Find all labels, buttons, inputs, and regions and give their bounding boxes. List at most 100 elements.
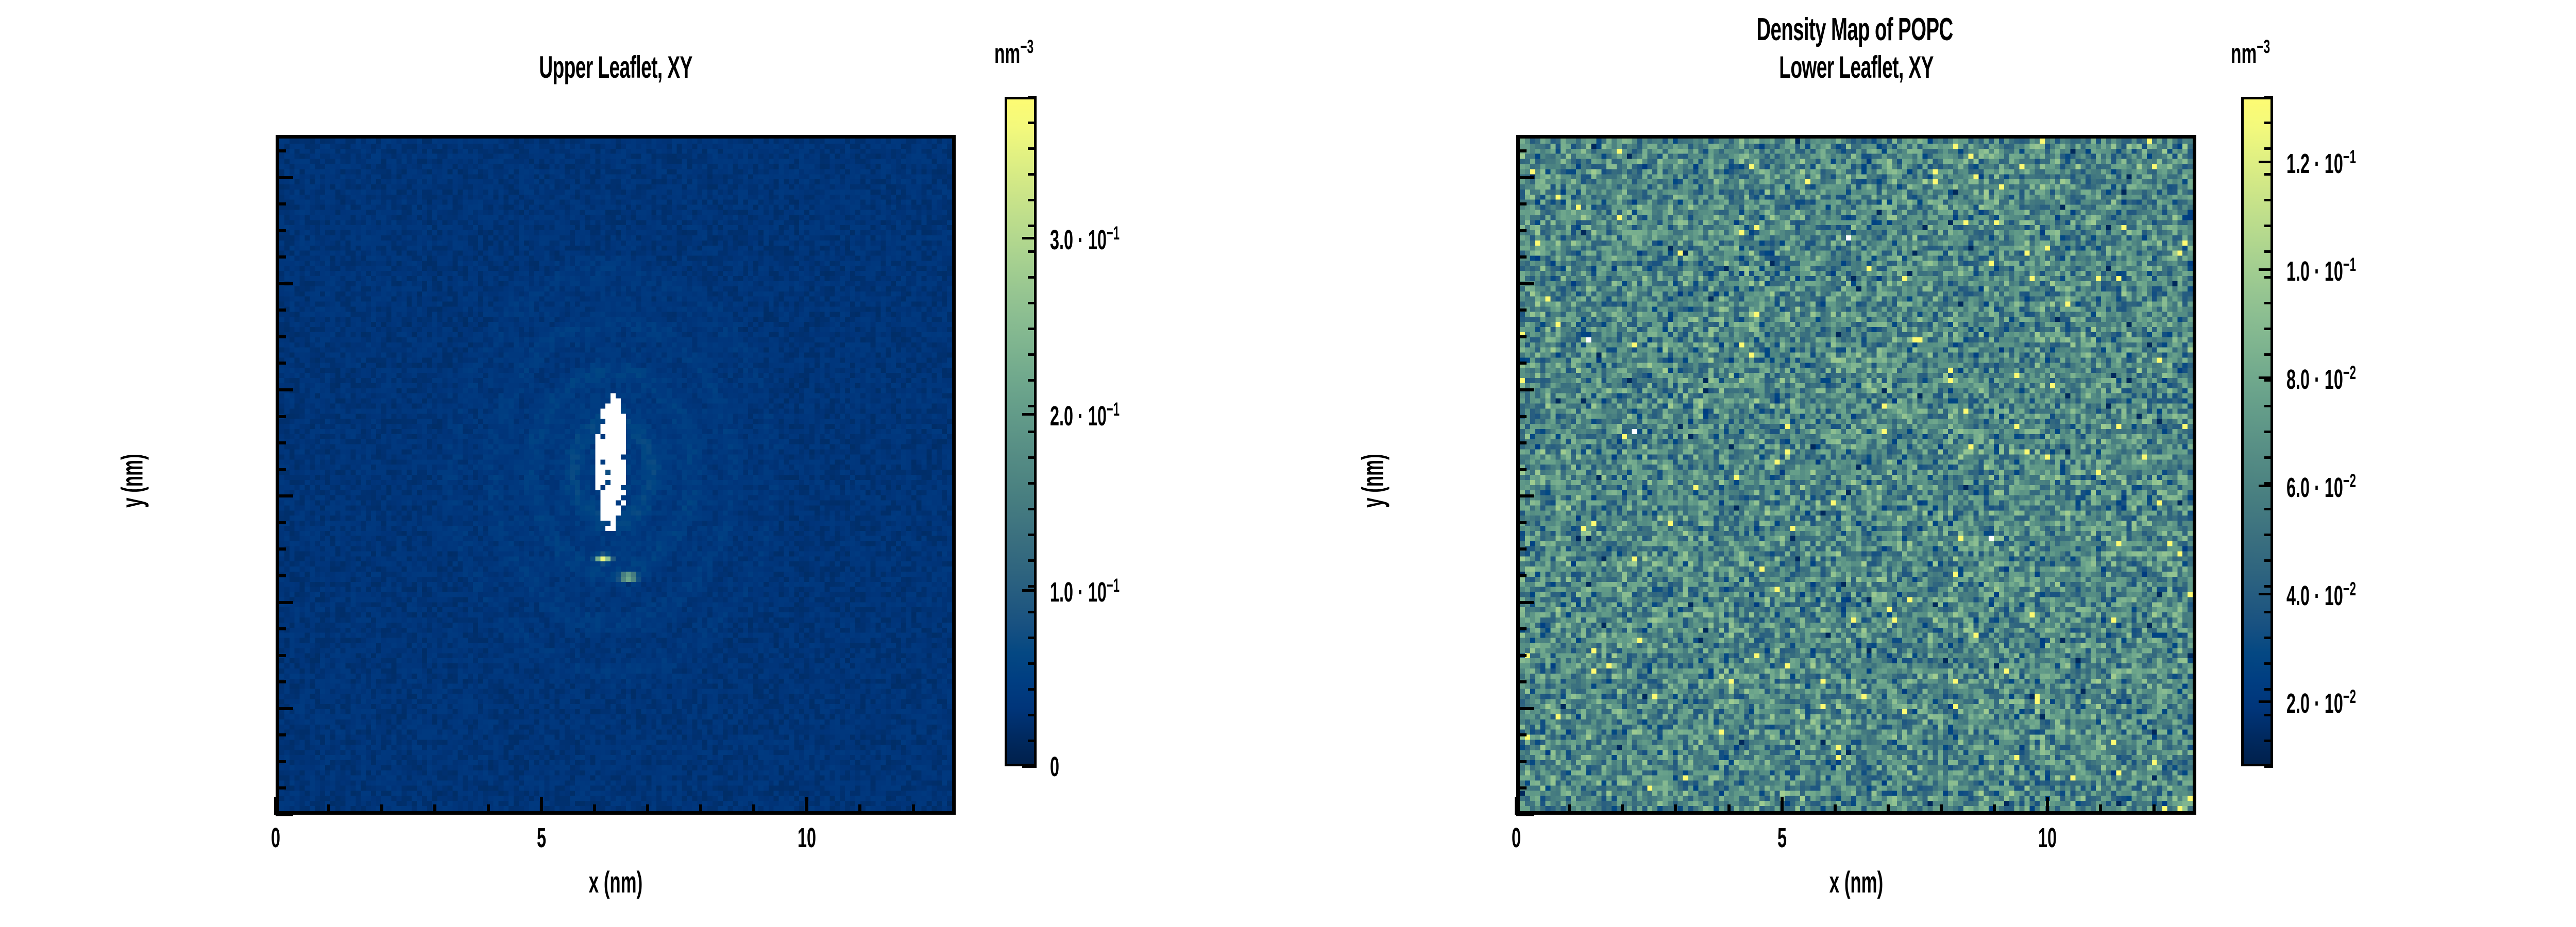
y-tick-minor [1516,229,1527,232]
colorbar-tick-minor [1028,328,1037,330]
x-tick-minor [858,804,862,815]
y-tick-minor [276,760,286,763]
y-tick-major [1516,176,1534,179]
y-tick-major [276,176,293,179]
y-tick-minor [1516,308,1527,312]
x-tick-major [2046,797,2049,815]
colorbar-tick-minor [1028,688,1037,691]
x-tick-label: 10 [2038,822,2057,853]
x-tick-minor [592,804,596,815]
y-tick-minor [276,547,286,551]
x-tick-minor [1940,804,1943,815]
colorbar-tick-minor [2264,276,2273,279]
colorbar-tick-minor [1028,431,1037,433]
heatmap-lower-leaflet[interactable] [1516,135,2196,815]
panel-title-upper: Upper Leaflet, XY [539,50,692,84]
colorbar-tick-label: 8.0 · 10−2 [2286,362,2356,396]
colorbar-tick-minor [2264,740,2273,742]
x-tick-minor [433,804,437,815]
colorbar-tick-minor [1028,225,1037,227]
y-tick-major [276,388,293,391]
colorbar-tick-minor [2264,173,2273,176]
y-tick-major [276,600,293,604]
colorbar-tick-minor [2264,714,2273,716]
y-tick-minor [1516,255,1527,259]
colorbar-tick-minor [2264,431,2273,433]
x-tick-minor [1993,804,1996,815]
colorbar-tick-major [2259,484,2273,487]
y-tick-minor [276,521,286,524]
x-tick-minor [380,804,384,815]
colorbar-tick-label: 0 [1050,751,1060,782]
y-tick-minor [276,308,286,312]
y-tick-minor [1516,441,1527,445]
colorbar-tick-label: 2.0 · 10−2 [2286,686,2356,719]
colorbar-tick-minor [2264,662,2273,665]
y-tick-major [1516,494,1534,498]
x-tick-minor [1568,804,1571,815]
colorbar-tick-minor [1028,662,1037,665]
x-tick-label: 5 [536,822,546,853]
y-tick-minor [276,415,286,418]
colorbar-tick-minor [1028,740,1037,742]
colorbar-tick-minor [1028,714,1037,716]
colorbar-tick-minor [2264,147,2273,150]
y-tick-minor [276,335,286,338]
y-tick-minor [1516,521,1527,524]
y-tick-minor [276,468,286,471]
colorbar-tick-minor [2264,250,2273,253]
colorbar-tick-minor [2264,302,2273,304]
heatmap-upper-leaflet[interactable] [276,135,956,815]
colorbar-tick-minor [2264,122,2273,124]
colorbar-tick-label: 1.0 · 10−1 [2286,254,2356,287]
colorbar-tick-major [2259,268,2273,271]
colorbar-tick-minor [1028,559,1037,562]
y-tick-minor [276,202,286,206]
y-tick-major [276,494,293,498]
figure-suptitle: Density Map of POPC [1756,12,1953,47]
y-tick-minor [276,255,286,259]
y-tick-minor [1516,627,1527,631]
y-tick-minor [276,627,286,631]
colorbar-tick-minor [2264,225,2273,227]
y-tick-minor [1516,547,1527,551]
y-tick-minor [1516,468,1527,471]
colorbar-tick-major [1022,765,1037,768]
y-tick-minor [276,680,286,684]
colorbar-tick-major [1022,236,1037,239]
colorbar-tick-minor [1028,173,1037,176]
colorbar-tick-label: 1.0 · 10−1 [1050,574,1120,608]
x-tick-minor [1886,804,1890,815]
colorbar-tick-minor [1028,276,1037,279]
y-tick-major [1516,707,1534,710]
y-tick-minor [1516,149,1527,152]
y-tick-minor [276,229,286,232]
colorbar-tick-major [2259,160,2273,163]
y-tick-major [276,282,293,285]
x-tick-minor [2152,804,2156,815]
colorbar-tick-minor [1028,199,1037,201]
x-tick-major [1515,797,1518,815]
y-tick-major [1516,282,1534,285]
colorbar-tick-minor [2264,353,2273,356]
x-tick-minor [1833,804,1837,815]
y-tick-minor [1516,335,1527,338]
y-tick-major [1516,813,1534,816]
colorbar-tick-minor [1028,122,1037,124]
y-tick-minor [1516,760,1527,763]
x-tick-minor [1621,804,1624,815]
colorbar-tick-minor [1028,585,1037,588]
colorbar-tick-minor [2264,456,2273,459]
y-tick-minor [1516,574,1527,577]
y-tick-minor [276,149,286,152]
colorbar-tick-label: 2.0 · 10−1 [1050,398,1120,432]
colorbar-tick-minor [2264,508,2273,510]
y-tick-major [276,813,293,816]
colorbar-tick-major [1022,413,1037,416]
y-tick-minor [276,786,286,790]
y-tick-minor [1516,786,1527,790]
colorbar-tick-minor [1028,250,1037,253]
colorbar-tick-minor [1028,482,1037,485]
colorbar-tick-minor [2264,637,2273,639]
